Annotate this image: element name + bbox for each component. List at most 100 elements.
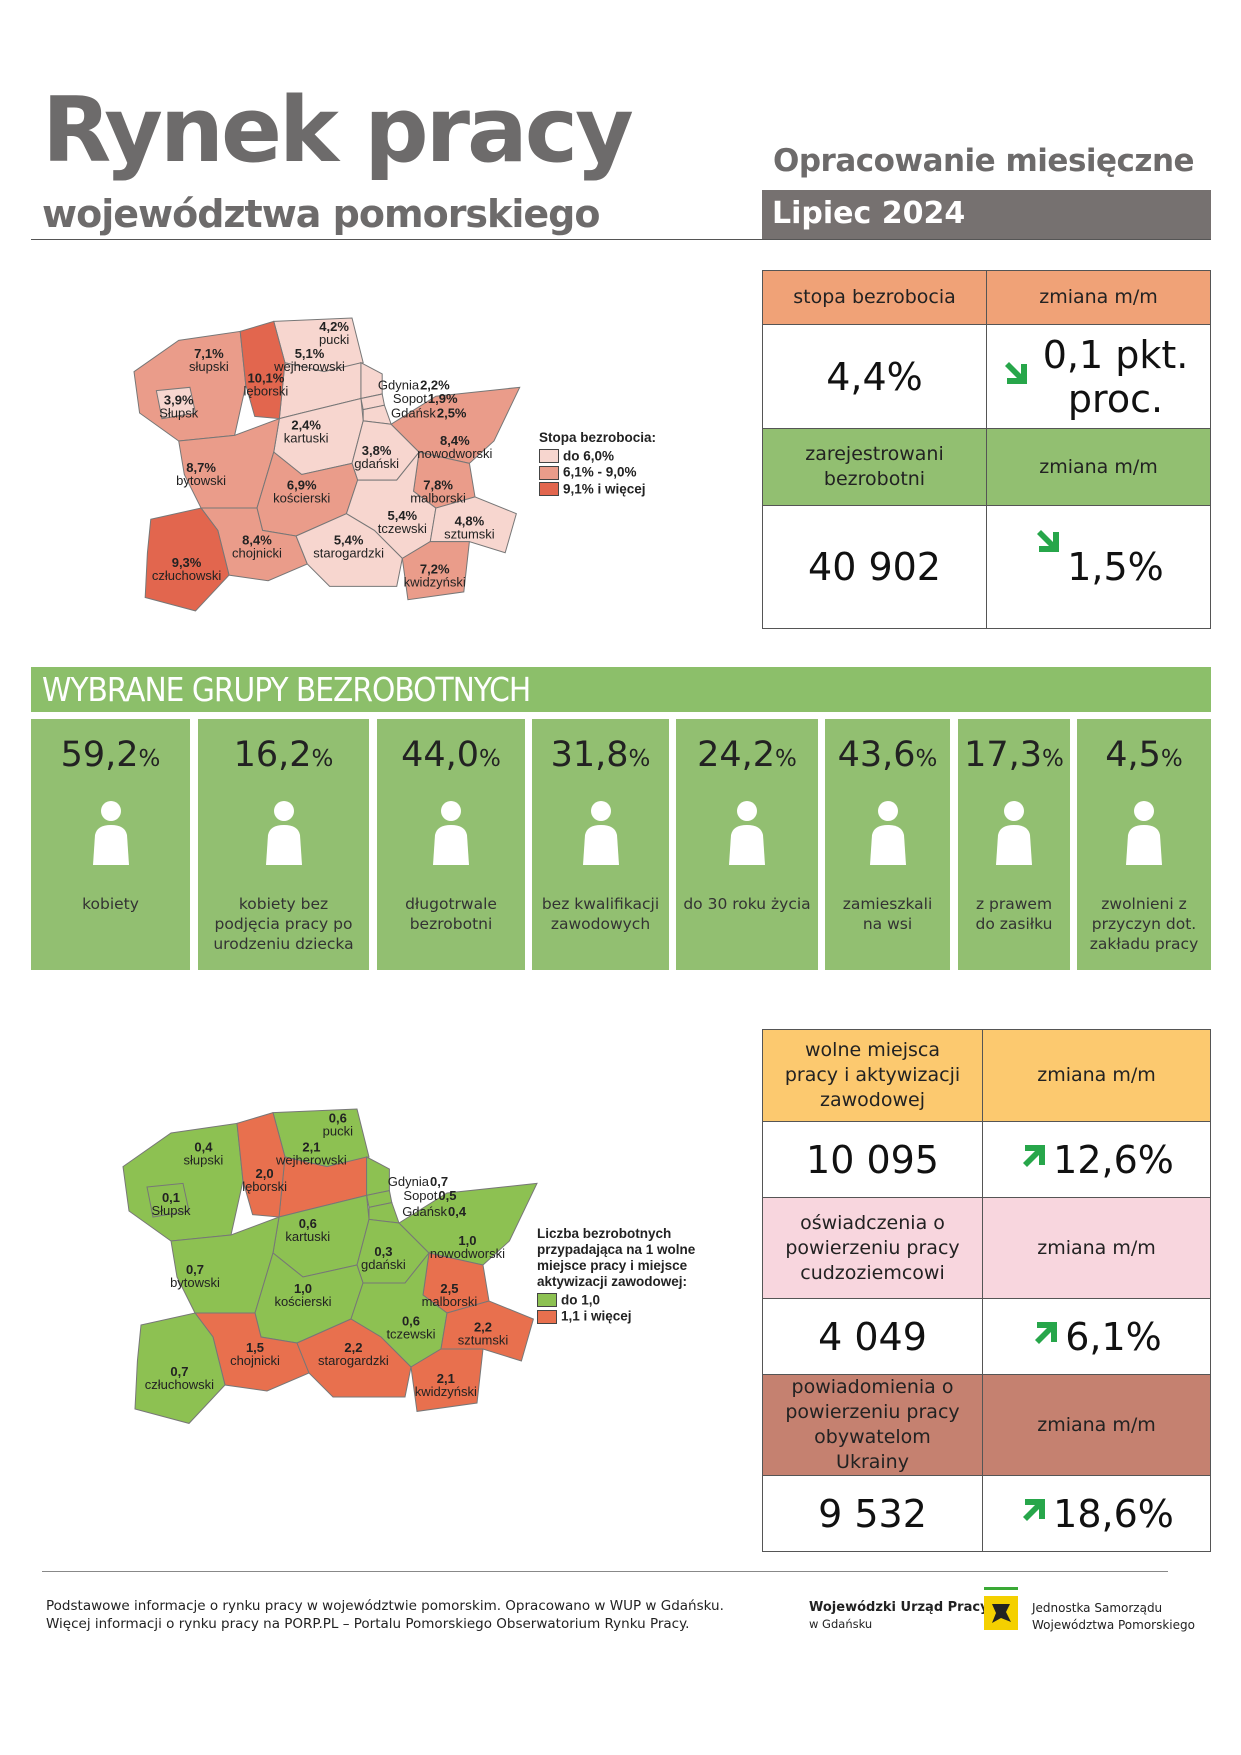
region-name: malborski <box>422 1294 478 1309</box>
group-icon <box>869 801 906 865</box>
region-name: Gdańsk <box>402 1204 447 1219</box>
region-value: 0,4 <box>194 1139 213 1154</box>
value-cell: 10 095 <box>762 1121 983 1198</box>
legend-swatch <box>539 482 559 497</box>
header-cell: zmiana m/m <box>986 270 1211 325</box>
group-label: kobiety <box>82 895 139 913</box>
icon-body <box>1126 825 1162 865</box>
legend-label: 9,1% i więcej <box>563 481 646 497</box>
region-name: Gdynia <box>378 378 420 393</box>
arrow-shape <box>1023 1499 1046 1521</box>
icon-body <box>433 825 469 865</box>
region-value: 2,4% <box>291 417 321 432</box>
logo-text: w Gdańsku <box>809 1617 873 1631</box>
map-region <box>134 1312 226 1424</box>
region-value: 8,4% <box>440 433 470 448</box>
region-name: chojnicki <box>230 1353 280 1368</box>
region-value: 2,5 <box>440 1281 458 1296</box>
trend-arrow <box>1023 1145 1046 1167</box>
group-icon <box>92 801 129 865</box>
region-name: Słupsk <box>151 1203 191 1218</box>
cell-text: wolne miejsca pracy i aktywizacji zawodo… <box>784 1039 961 1111</box>
cell-text: 18,6% <box>1053 1491 1174 1536</box>
header-cell: zmiana m/m <box>986 428 1211 506</box>
header-cell: wolne miejsca pracy i aktywizacji zawodo… <box>762 1029 983 1122</box>
legend-item: 1,1 i więcej <box>537 1308 697 1324</box>
icon-body <box>729 825 765 865</box>
header-cell: zmiana m/m <box>982 1197 1211 1299</box>
group-value: 44,0% <box>377 735 525 775</box>
logo-line <box>984 1587 1018 1590</box>
region-name: bytowski <box>176 473 226 488</box>
group-number: 24,2 <box>697 735 776 775</box>
region-value: 3,8% <box>362 443 392 458</box>
region-name: malborski <box>410 491 466 506</box>
header-cell: zarejestrowani bezrobotni <box>762 428 987 506</box>
arrow-shape <box>1005 362 1027 384</box>
group-box: 17,3% z prawem do zasiłku <box>958 719 1070 970</box>
legend-item: do 6,0% <box>539 448 689 464</box>
region-name: Sopot <box>393 391 427 406</box>
region-name: lęborski <box>244 383 289 398</box>
region-name: sztumski <box>444 526 495 541</box>
group-label: bez kwalifikacji zawodowych <box>541 895 660 933</box>
group-number: 17,3 <box>964 735 1043 775</box>
arrow-shape <box>1035 1322 1058 1344</box>
group-label: z prawem do zasiłku <box>975 895 1053 933</box>
region-value: 6,9% <box>287 478 317 493</box>
region-value: 0,5 <box>438 1188 456 1203</box>
groups-title: WYBRANE GRUPY BEZROBOTNYCH <box>42 670 531 709</box>
map-region <box>401 541 470 601</box>
cell-text: oświadczenia o powierzeniu pracy cudzozi… <box>785 1211 960 1284</box>
region-value: 2,2 <box>474 1319 492 1334</box>
group-box: 4,5% zwolnieni z przyczyn dot. zakładu pr… <box>1077 719 1211 970</box>
legend-label: 6,1% - 9,0% <box>563 464 637 480</box>
period: Lipiec 2024 <box>772 196 966 231</box>
region-name: gdański <box>354 456 399 471</box>
map: 0,6pucki0,4słupski2,1wejherowski2,0lębor… <box>122 1108 538 1424</box>
legend-label: do 1,0 <box>561 1292 601 1308</box>
group-label: zwolnieni z przyczyn dot. zakładu pracy <box>1089 895 1199 953</box>
value-cell: 12,6% <box>982 1121 1211 1198</box>
legend-swatch <box>539 465 559 480</box>
region-name: kwidzyński <box>404 575 466 590</box>
region-value: 4,8% <box>455 513 485 528</box>
cell-text: 0,1 pkt. proc. <box>1042 332 1189 421</box>
icon-head <box>877 801 898 821</box>
cell-text: 9 532 <box>818 1491 927 1536</box>
region-name: słupski <box>184 1152 224 1167</box>
group-value: 16,2% <box>198 735 369 775</box>
region-value: 2,5% <box>437 406 467 421</box>
header-cell: zmiana m/m <box>982 1374 1211 1476</box>
header-cell: powiadomienia o powierzeniu pracy obywat… <box>762 1374 983 1476</box>
icon-head <box>737 801 757 821</box>
group-label: do 30 roku życia <box>683 895 811 913</box>
trend-arrow <box>1037 530 1060 552</box>
region-value: 0,7 <box>186 1262 204 1277</box>
legend-title: Liczba bezrobotnych przypadająca na 1 wo… <box>537 1226 696 1289</box>
region-value: 2,0 <box>256 1166 274 1181</box>
group-box: 31,8% bez kwalifikacji zawodowych <box>532 719 669 970</box>
region-name: chojnicki <box>232 545 282 560</box>
icon-body <box>996 825 1032 865</box>
group-label: kobiety bez podjęcia pracy po urodzeniu … <box>213 895 354 953</box>
legend-swatch <box>539 449 559 464</box>
value-cell: 4 049 <box>762 1298 983 1375</box>
region-name: kościerski <box>274 1294 331 1309</box>
region-value: 2,1 <box>437 1371 455 1386</box>
group-label: długotrwale bezrobotni <box>405 895 497 933</box>
value-cell: 4,4% <box>762 324 987 429</box>
group-box: 16,2% kobiety bez podjęcia pracy po urodz… <box>198 719 369 970</box>
region-name: kwidzyński <box>415 1384 477 1399</box>
region-name: człuchowski <box>145 1377 214 1392</box>
group-unit: % <box>1160 746 1183 772</box>
cell-text: stopa bezrobocia <box>793 286 956 308</box>
region-name: słupski <box>189 359 229 374</box>
group-number: 59,2 <box>60 735 139 775</box>
icon-head <box>590 801 611 821</box>
region-name: tczewski <box>378 521 427 536</box>
region-value: 1,5 <box>246 1340 264 1355</box>
legend-item: 9,1% i więcej <box>539 481 689 497</box>
map-region <box>295 513 403 587</box>
group-unit: % <box>775 746 797 772</box>
